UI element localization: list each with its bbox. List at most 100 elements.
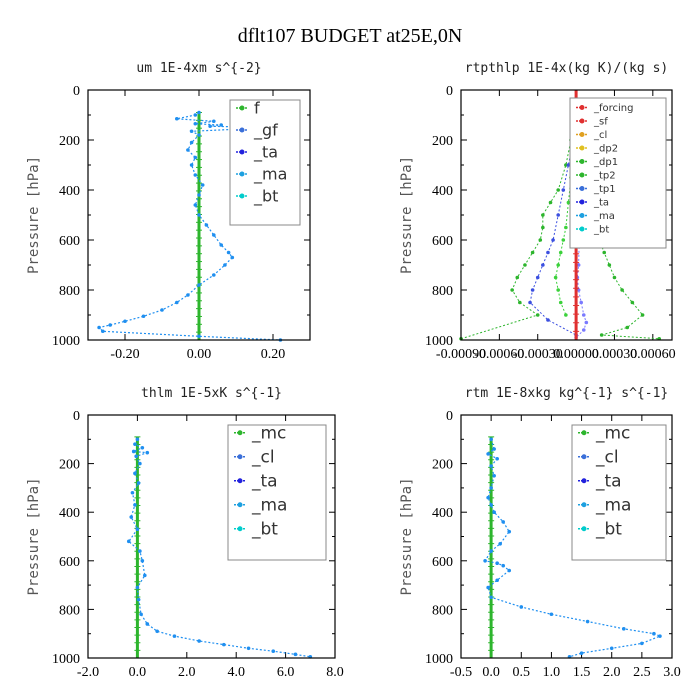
legend-label: _mc — [595, 424, 630, 444]
legend-marker — [581, 478, 587, 484]
series-gf-point — [200, 183, 205, 187]
legend-label: _ma — [253, 165, 287, 185]
series-gf-point — [123, 319, 127, 324]
legend-marker — [239, 127, 245, 133]
y-tick-label: 800 — [59, 284, 80, 299]
series-ta-point — [551, 238, 555, 242]
legend-box — [229, 99, 301, 226]
series-tp1-point — [523, 263, 527, 267]
legend: _mc _cl _ta _ma _bt — [227, 424, 327, 561]
series-gf-point — [141, 314, 146, 319]
legend-label: _sf — [593, 117, 608, 128]
series-cl-point — [495, 578, 499, 583]
series-tp2-point — [564, 225, 568, 230]
series-cl-point — [495, 561, 499, 566]
series-cl-point — [489, 549, 493, 553]
series-tp1-point — [548, 200, 553, 205]
series-cl-point — [133, 471, 137, 476]
panel-title: thlm 1E-5xK s^{-1} — [141, 386, 282, 401]
y-tick-label: 200 — [432, 134, 453, 149]
series-cl-point — [621, 627, 626, 631]
series-cl-point — [486, 452, 490, 456]
series-tp1-point — [535, 313, 540, 317]
series-gf-point — [197, 213, 201, 217]
plot-frame — [87, 414, 336, 659]
series-tp1-point — [541, 213, 545, 217]
series-tp2-point — [558, 300, 563, 305]
series-gf-point — [193, 155, 198, 160]
series-ta-point — [556, 213, 560, 217]
legend-marker — [237, 478, 243, 484]
series-cl-point — [133, 442, 137, 446]
series-gf-point — [193, 121, 198, 126]
panel-title: rtpthlp 1E-4x(kg K)/(kg s) — [465, 61, 669, 76]
series-gf-point — [101, 329, 105, 334]
legend-label: _bt — [593, 225, 609, 236]
series-gf-point — [189, 129, 194, 134]
series-tp1-point — [564, 163, 568, 167]
series-tp1-point — [515, 275, 520, 280]
x-tick-label: 0.0 — [482, 665, 500, 680]
plot-frame — [87, 89, 311, 341]
series-bt-point — [579, 300, 584, 305]
series-bt-point — [581, 313, 586, 317]
series-cl-point — [135, 527, 140, 532]
series-cl-point — [507, 529, 512, 534]
y-tick-label: 400 — [59, 184, 80, 199]
series-gf-point — [160, 308, 164, 312]
series-cl-point — [652, 631, 656, 636]
y-tick-label: 0 — [73, 409, 80, 424]
series-tp2-point — [564, 313, 568, 317]
series-tp1-point — [556, 188, 560, 192]
series-cl-point — [489, 595, 493, 600]
legend-marker — [579, 199, 585, 205]
legend-marker — [579, 145, 585, 151]
y-axis-label: Pressure [hPa] — [399, 156, 415, 274]
series-tp2-point — [558, 250, 563, 255]
series-tp1-point — [538, 238, 543, 242]
panel-1: um 1E-4xm s^{-2} Pressure [hPa] 0 200 400 600… — [26, 61, 311, 362]
series-dp1-point — [602, 250, 607, 255]
series-cl-point — [145, 450, 150, 455]
series-cl-point — [140, 446, 145, 450]
series-gf-point — [108, 323, 112, 327]
series-cl-point — [498, 541, 502, 546]
x-tick-label: -0.00030 — [513, 347, 563, 362]
x-tick-label: 6.0 — [277, 665, 295, 680]
x-tick-label: 0.00060 — [630, 347, 676, 362]
legend-marker — [581, 454, 587, 460]
y-tick-label: 0 — [446, 409, 453, 424]
series-tp1-point — [541, 225, 545, 230]
legend-label: _ma — [593, 211, 615, 222]
series-bt-point — [584, 320, 589, 325]
legend-box — [227, 424, 327, 561]
legend-marker — [581, 526, 587, 532]
series-cl-point — [139, 612, 143, 617]
y-tick-label: 200 — [59, 458, 80, 473]
y-axis-label: Pressure [hPa] — [399, 477, 415, 595]
series-cl-point — [145, 622, 150, 626]
series-cl-point — [489, 437, 493, 442]
series-tp1-point — [510, 288, 514, 292]
series-cl-point — [585, 619, 590, 624]
series-cl-point — [507, 568, 512, 573]
series-gf-point — [212, 273, 216, 277]
series-cl-point — [129, 515, 134, 519]
x-tick-label: 3.0 — [663, 665, 681, 680]
legend-label: _ta — [251, 472, 278, 492]
series-dp1-point — [625, 325, 630, 330]
y-tick-label: 400 — [59, 506, 80, 521]
series-dp1-point — [607, 263, 612, 267]
series-ta-point — [546, 318, 550, 322]
series-gf-point — [223, 263, 227, 267]
series-cl-point — [495, 456, 499, 461]
series-ta-point — [546, 250, 550, 255]
series-cl-point — [492, 473, 496, 478]
legend-marker — [239, 149, 245, 155]
legend: f _gf_ta_ma_bt — [229, 99, 301, 226]
series-gf-point — [226, 250, 231, 255]
series-cl-point — [483, 559, 487, 563]
series-gf-point — [219, 123, 223, 127]
series-cl-point — [658, 634, 662, 638]
